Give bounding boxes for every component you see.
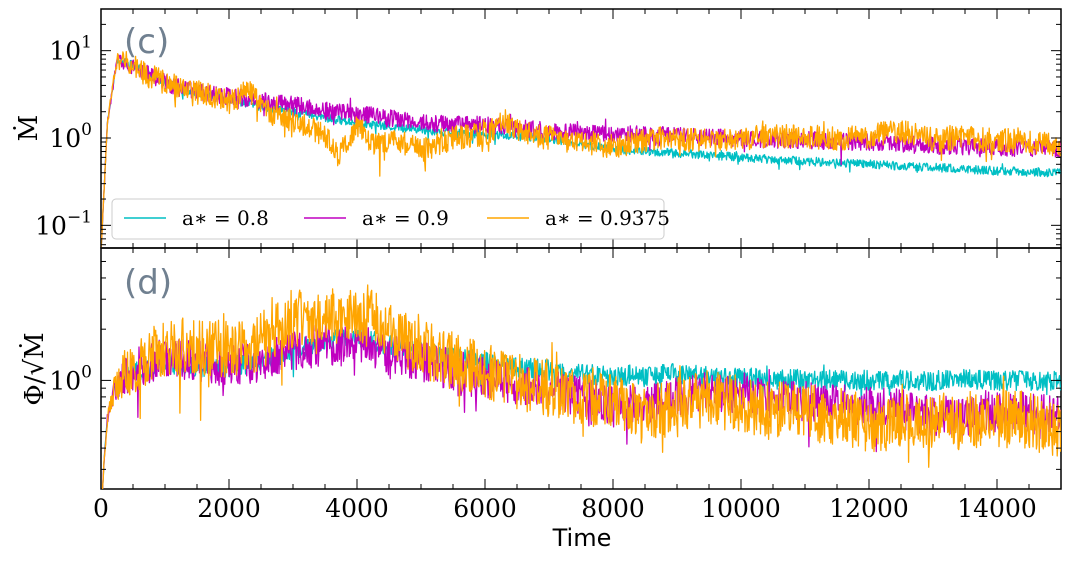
x-axis-label: Time [552,524,612,552]
panel-c-y-tick-labels: 101 100 10−1 [35,33,92,241]
x-tick-label-0: 0 [93,494,109,523]
panel-c-ytick-label-1: 100 [49,120,92,153]
panel-c-ylabel: Ṁ [13,115,44,142]
panel-c-series-group [101,50,1061,248]
x-tick-label-4: 8000 [581,494,645,523]
x-tick-label-2: 4000 [325,494,389,523]
panel-c-ticks [100,8,1062,248]
x-tick-label-3: 6000 [453,494,517,523]
panel-c-label: (c) [124,22,169,62]
legend-entry-2: a∗ = 0.9375 [545,206,670,230]
panel-c-ytick-label-2: 10−1 [35,207,92,240]
panel-d-ticks [100,247,1062,489]
panel-d-series-group [101,284,1061,489]
panel-d-series-2 [101,284,1061,489]
legend-box [111,198,665,240]
x-tick-label-7: 14000 [957,494,1037,523]
legend-entry-0: a∗ = 0.8 [182,206,269,230]
legend-entry-1: a∗ = 0.9 [362,206,449,230]
x-tick-label-6: 12000 [829,494,909,523]
panel-c-mdot: (c) Ṁ 101 100 10−1 a∗ = 0.8 a∗ = 0.9 a∗ = … [13,8,1062,249]
panel-d-y-tick-labels: 100 [49,362,92,395]
panel-d-ytick-label-0: 100 [49,362,92,395]
panel-d-phi: (d) Φ/√Ṁ 100 0 2000 4000 6000 8000 10000 12000… [19,247,1062,552]
panel-d-ylabel: Φ/√Ṁ [19,332,50,405]
x-tick-label-1: 2000 [197,494,261,523]
legend: a∗ = 0.8 a∗ = 0.9 a∗ = 0.9375 [111,198,670,240]
panel-d-label: (d) [124,263,172,303]
panel-c-ytick-label-0: 101 [49,33,92,66]
panel-c-series-2 [101,50,1061,248]
x-tick-label-5: 10000 [701,494,781,523]
x-tick-labels: 0 2000 4000 6000 8000 10000 12000 14000 [93,494,1037,523]
